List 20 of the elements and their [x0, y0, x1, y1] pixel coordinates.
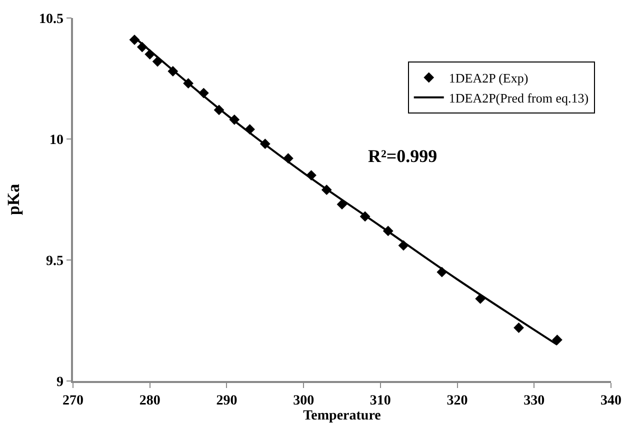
legend-label: 1DEA2P(Pred from eq.13) [448, 90, 589, 106]
legend-label: 1DEA2P (Exp) [448, 70, 528, 86]
y-tick-label: 9 [56, 374, 64, 390]
x-tick-label: 320 [446, 394, 468, 409]
x-tick-label: 340 [600, 394, 622, 409]
x-tick-label: 300 [293, 394, 314, 409]
x-tick-label: 290 [216, 394, 238, 409]
x-axis-title: Temperature [303, 408, 381, 424]
x-tick-label: 270 [62, 394, 84, 409]
x-tick-label: 280 [139, 394, 160, 409]
x-tick-label: 310 [370, 394, 391, 409]
y-tick-label: 10.5 [38, 12, 64, 27]
y-tick-label: 9.5 [46, 254, 64, 269]
point [552, 334, 562, 346]
y-axis-title: pKa [4, 183, 23, 216]
point [336, 199, 348, 210]
point [514, 322, 524, 333]
annotation: R²=0.999 [368, 146, 438, 166]
y-tick-label: 10 [49, 132, 64, 148]
x-tick-label: 330 [524, 394, 545, 409]
